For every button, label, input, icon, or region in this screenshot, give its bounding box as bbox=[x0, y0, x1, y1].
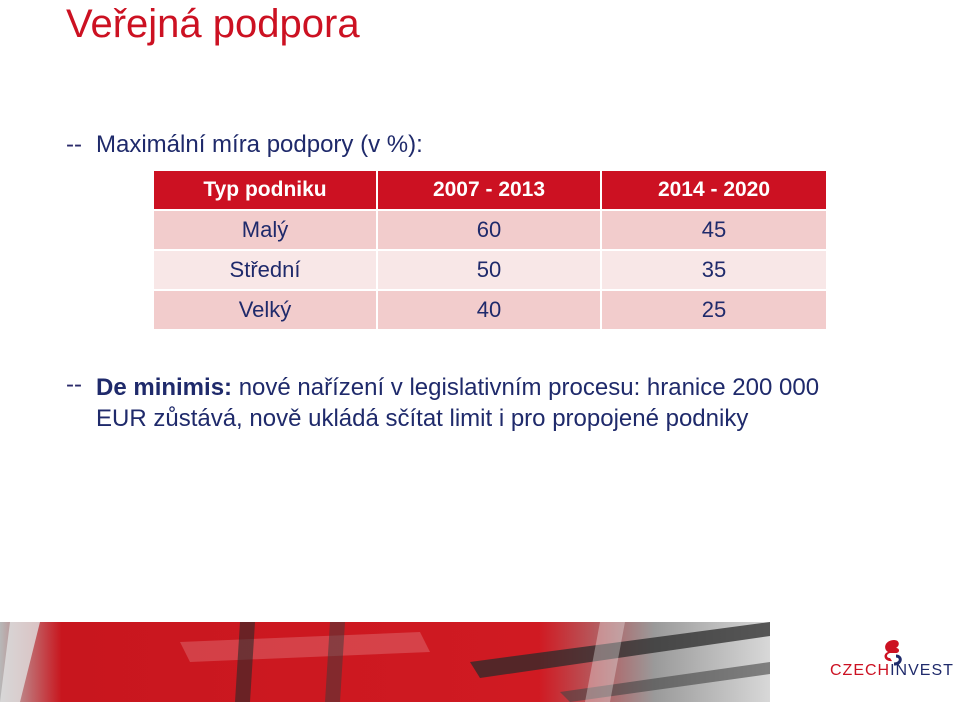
header-cell: 2014 - 2020 bbox=[602, 171, 826, 209]
table-cell: Velký bbox=[154, 291, 376, 329]
bullet-marker: -- bbox=[66, 131, 82, 158]
table-cell: 25 bbox=[602, 291, 826, 329]
bullet-de-minimis-line2: EUR zůstává, nově ukládá sčítat limit i … bbox=[96, 405, 749, 432]
table-cell: 50 bbox=[378, 251, 600, 289]
czechinvest-logo-text: CZECHINVEST bbox=[830, 662, 958, 680]
bullet-marker: -- bbox=[66, 371, 82, 398]
support-table: Typ podniku 2007 - 2013 2014 - 2020 Malý… bbox=[152, 169, 828, 331]
slide-title: Veřejná podpora bbox=[66, 2, 360, 46]
table-cell: 60 bbox=[378, 211, 600, 249]
table-header-row: Typ podniku 2007 - 2013 2014 - 2020 bbox=[154, 171, 826, 209]
table-row: Střední 50 35 bbox=[154, 251, 826, 289]
bullet-de-minimis-line1: De minimis: nové nařízení v legislativní… bbox=[96, 374, 819, 403]
de-minimis-label: De minimis: bbox=[96, 374, 233, 401]
table-row: Velký 40 25 bbox=[154, 291, 826, 329]
table-cell: 40 bbox=[378, 291, 600, 329]
de-minimis-text: nové nařízení v legislativním procesu: h… bbox=[232, 374, 820, 401]
logo-part-czech: CZECH bbox=[830, 662, 891, 679]
table-cell: Malý bbox=[154, 211, 376, 249]
table-cell: Střední bbox=[154, 251, 376, 289]
table-cell: 45 bbox=[602, 211, 826, 249]
header-cell: Typ podniku bbox=[154, 171, 376, 209]
table-row: Malý 60 45 bbox=[154, 211, 826, 249]
bullet-max-support: Maximální míra podpory (v %): bbox=[96, 131, 423, 158]
czechinvest-logo-mark bbox=[884, 640, 902, 666]
logo-part-invest: INVEST bbox=[890, 662, 954, 679]
header-cell: 2007 - 2013 bbox=[378, 171, 600, 209]
decorative-footer-strip bbox=[0, 622, 770, 702]
table-cell: 35 bbox=[602, 251, 826, 289]
